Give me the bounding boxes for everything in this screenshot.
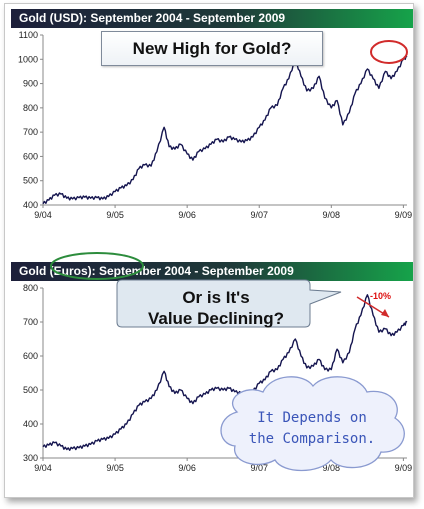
y-tick-label: 500 (23, 176, 38, 186)
decline-label: -10% (370, 291, 392, 301)
x-tick-label: 9/04 (34, 463, 52, 473)
x-tick-label: 9/07 (250, 210, 268, 220)
series-line (42, 294, 408, 451)
eur-callout-bubble (116, 279, 342, 328)
y-tick-label: 700 (23, 127, 38, 137)
new-high-red-circle (370, 40, 408, 64)
y-tick-label: 600 (23, 351, 38, 361)
y-tick-label: 400 (23, 419, 38, 429)
usd-callout-box: New High for Gold? (101, 31, 323, 66)
x-tick-label: 9/06 (178, 210, 196, 220)
x-tick-label: 9/05 (106, 463, 124, 473)
y-tick-label: 1100 (19, 30, 38, 40)
x-tick-label: 9/07 (250, 463, 268, 473)
y-tick-label: 800 (23, 283, 38, 293)
comparison-cloud (220, 376, 405, 472)
annotation-overlay (50, 40, 408, 472)
x-tick-label: 9/08 (323, 463, 341, 473)
x-tick-label: 9/09 (395, 463, 413, 473)
y-tick-label: 900 (23, 79, 38, 89)
y-tick-label: 300 (23, 453, 38, 463)
x-tick-label: 9/04 (34, 210, 52, 220)
usd-chart-title: Gold (USD): September 2004 - September 2… (11, 9, 413, 28)
cloud-line2: the Comparison. (248, 431, 376, 447)
y-tick-label: 600 (23, 151, 38, 161)
decline-arrowhead (381, 309, 389, 317)
euros-green-ellipse (50, 252, 144, 280)
x-tick-label: 9/08 (323, 210, 341, 220)
y-tick-label: 400 (23, 200, 38, 210)
x-tick-label: 9/09 (395, 210, 413, 220)
series-line (42, 55, 408, 205)
eur-callout-text: Or is It's Value Declining? (121, 287, 311, 329)
y-tick-label: 700 (23, 317, 38, 327)
figure-frame: Gold (USD): September 2004 - September 2… (4, 3, 414, 498)
y-tick-label: 800 (23, 103, 38, 113)
cloud-text: It Depends on the Comparison. (233, 408, 391, 450)
y-tick-label: 500 (23, 385, 38, 395)
eur-callout-line1: Or is It's (182, 288, 250, 307)
cloud-line1: It Depends on (257, 410, 367, 426)
eur-chart-title: Gold (Euros): September 2004 - September… (11, 262, 413, 281)
x-tick-label: 9/05 (106, 210, 124, 220)
eur-chart-panel: Gold (Euros): September 2004 - September… (11, 262, 413, 474)
usd-chart-svg: 400 500 600 700 800 900 1000 1100 9/04 9/05 9/06 9/… (18, 30, 413, 220)
x-tick-label: 9/06 (178, 463, 196, 473)
eur-callout-line2: Value Declining? (147, 309, 285, 328)
y-tick-label: 1000 (18, 54, 38, 64)
usd-chart-panel: Gold (USD): September 2004 - September 2… (11, 9, 413, 221)
